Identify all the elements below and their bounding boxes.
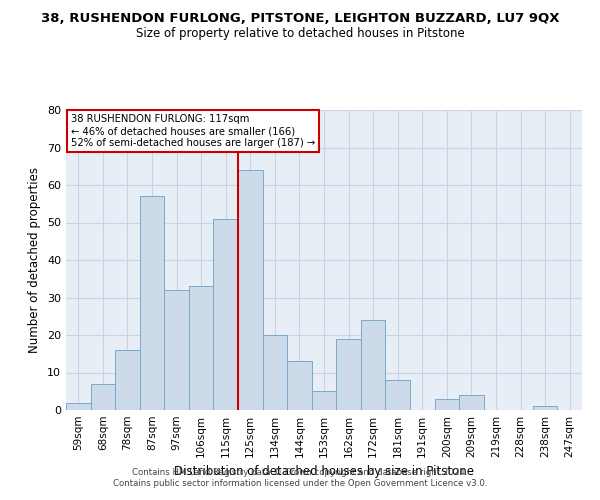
Y-axis label: Number of detached properties: Number of detached properties: [28, 167, 41, 353]
Bar: [385, 380, 410, 410]
Bar: [287, 361, 312, 410]
Bar: [140, 196, 164, 410]
Bar: [238, 170, 263, 410]
Text: 38, RUSHENDON FURLONG, PITSTONE, LEIGHTON BUZZARD, LU7 9QX: 38, RUSHENDON FURLONG, PITSTONE, LEIGHTO…: [41, 12, 559, 26]
Bar: [115, 350, 140, 410]
Bar: [336, 339, 361, 410]
Bar: [214, 219, 238, 410]
Bar: [434, 399, 459, 410]
Bar: [91, 384, 115, 410]
Bar: [533, 406, 557, 410]
Bar: [263, 335, 287, 410]
Bar: [312, 391, 336, 410]
Bar: [459, 395, 484, 410]
Text: Contains HM Land Registry data © Crown copyright and database right 2024.
Contai: Contains HM Land Registry data © Crown c…: [113, 468, 487, 487]
Bar: [164, 290, 189, 410]
Bar: [361, 320, 385, 410]
Text: Size of property relative to detached houses in Pitstone: Size of property relative to detached ho…: [136, 28, 464, 40]
X-axis label: Distribution of detached houses by size in Pitstone: Distribution of detached houses by size …: [174, 466, 474, 478]
Bar: [66, 402, 91, 410]
Text: 38 RUSHENDON FURLONG: 117sqm
← 46% of detached houses are smaller (166)
52% of s: 38 RUSHENDON FURLONG: 117sqm ← 46% of de…: [71, 114, 316, 148]
Bar: [189, 286, 214, 410]
